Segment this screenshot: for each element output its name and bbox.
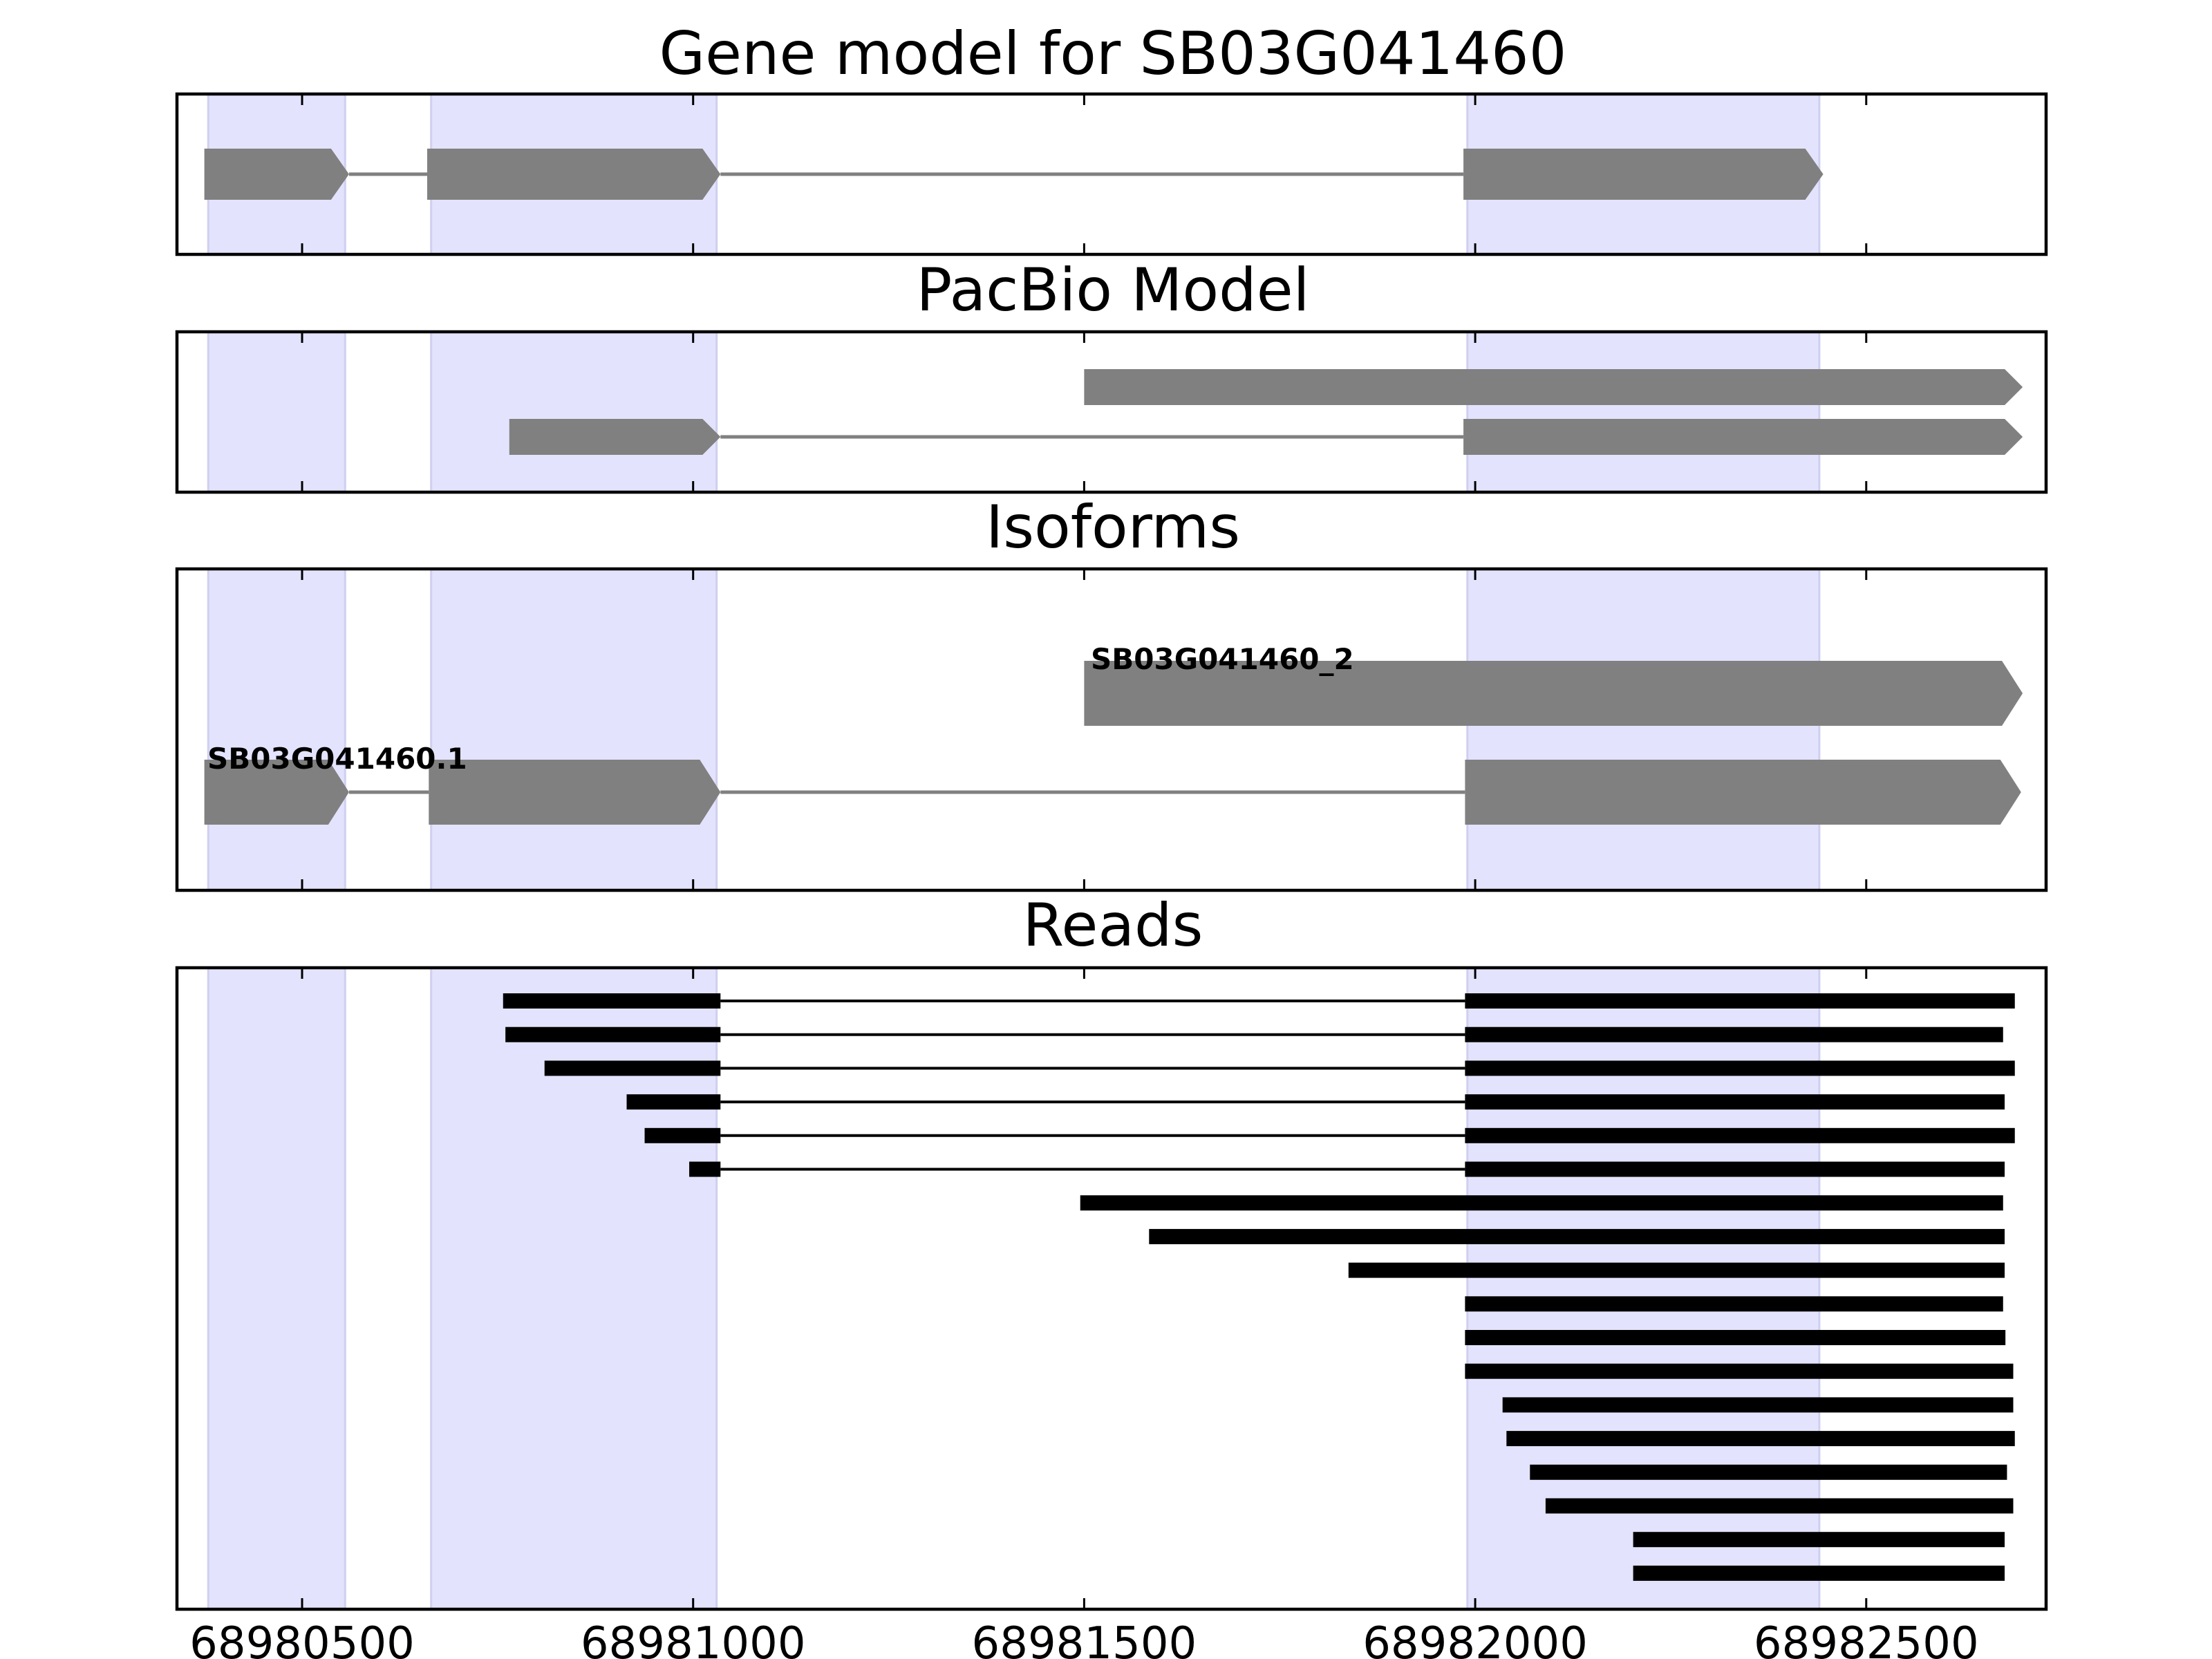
axis-ticks [301, 332, 1868, 492]
exon-arrow [204, 149, 349, 200]
x-tick-label: 68981000 [581, 1618, 806, 1659]
exon-arrow [204, 760, 349, 825]
exon-arrow [427, 149, 721, 200]
exon-arrow [1084, 661, 2023, 726]
read-block [1633, 1565, 2005, 1581]
x-tick-label: 68981500 [972, 1618, 1197, 1659]
exon-arrow [1463, 419, 2023, 455]
read-block [1465, 1363, 2014, 1379]
highlight-region [207, 330, 346, 494]
x-axis-tick-labels: 68980500 68981000 68981500 68982000 6898… [189, 1618, 1979, 1659]
panel-frame [175, 567, 2048, 892]
exon-arrow [429, 760, 721, 825]
read-alignments [503, 993, 2015, 1581]
panel-title-pacbio-model: PacBio Model [916, 256, 1309, 325]
read-block [1465, 993, 2015, 1009]
panel-pacbio-model: PacBio Model [175, 256, 2048, 494]
read-block [1149, 1228, 2005, 1244]
panel-frame [175, 92, 2048, 256]
pacbio-model-tracks [509, 369, 2023, 455]
highlight-region [1466, 568, 1821, 892]
read-block [689, 1161, 721, 1177]
read-block [503, 993, 721, 1009]
gene-model-tracks [204, 149, 1824, 200]
x-tick-label: 68980500 [189, 1618, 415, 1659]
exon-arrow [1084, 369, 2023, 405]
axis-ticks [301, 968, 1868, 1609]
highlight-region [207, 568, 346, 892]
highlight-region [207, 966, 346, 1611]
read-block [505, 1027, 721, 1042]
read-block [1080, 1195, 2003, 1211]
exon-arrow [509, 419, 721, 455]
highlight-regions [207, 568, 1821, 892]
panel-frame [175, 966, 2048, 1611]
read-block [626, 1094, 721, 1110]
axis-ticks [301, 94, 1868, 254]
x-tick-label: 68982500 [1754, 1618, 1979, 1659]
read-block [1465, 1161, 2005, 1177]
panel-title-isoforms: Isoforms [986, 493, 1240, 562]
panel-frame [175, 330, 2048, 494]
x-tick-label: 68982000 [1362, 1618, 1588, 1659]
read-block [1465, 1296, 2003, 1312]
read-block [1465, 1060, 2015, 1076]
panel-isoforms: Isoforms SB03G041460_2 SB03G041460.1 [175, 493, 2048, 892]
read-block [644, 1127, 721, 1143]
panel-gene-model: Gene model for SB03G041460 [175, 19, 2048, 256]
panel-title-reads: Reads [1023, 891, 1203, 960]
exon-arrow [1465, 760, 2021, 825]
isoform-tracks [204, 661, 2023, 825]
isoform-label-sb03g041460-1: SB03G041460.1 [207, 742, 467, 776]
panel-title-gene-model: Gene model for SB03G041460 [659, 19, 1567, 88]
read-block [1530, 1464, 2007, 1480]
read-block [1502, 1397, 2014, 1413]
isoform-label-sb03g041460-2: SB03G041460_2 [1091, 642, 1354, 676]
read-block [1465, 1094, 2005, 1110]
read-block [544, 1060, 721, 1076]
read-block [1506, 1431, 2015, 1447]
read-block [1465, 1127, 2015, 1143]
read-block [1633, 1532, 2005, 1548]
highlight-region [430, 568, 718, 892]
panel-reads: Reads [175, 891, 2048, 1611]
exon-arrow [1463, 149, 1824, 200]
read-block [1348, 1262, 2005, 1278]
read-block [1545, 1498, 2014, 1514]
highlight-region [430, 330, 718, 494]
highlight-regions [207, 330, 1821, 494]
read-block [1465, 1027, 2003, 1042]
highlight-region [1466, 330, 1821, 494]
axis-ticks [301, 569, 1868, 890]
read-block [1465, 1330, 2006, 1345]
